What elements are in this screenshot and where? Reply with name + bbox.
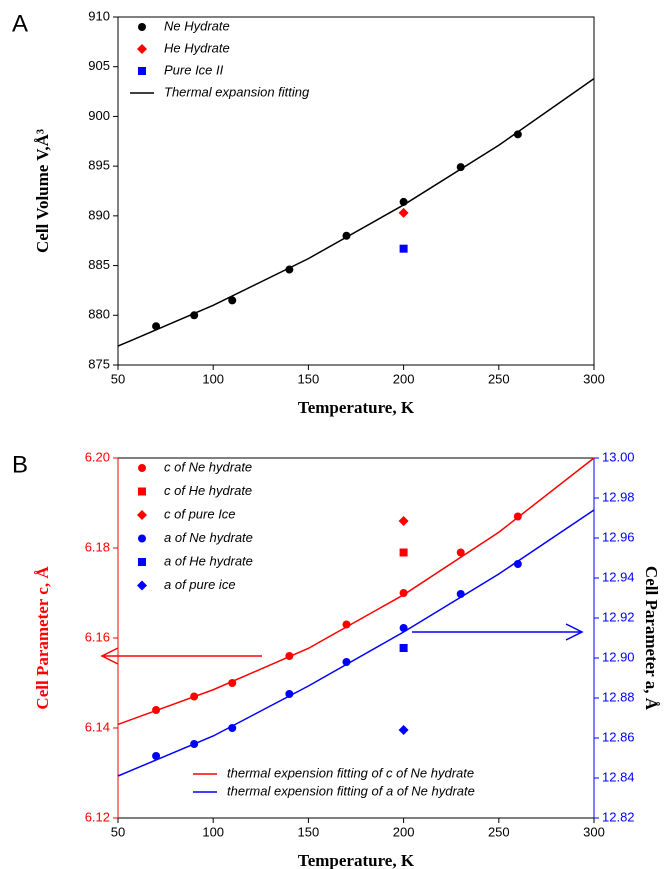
y2-tick-label: 12.88	[602, 689, 635, 704]
x-tick-label: 100	[202, 371, 224, 386]
point	[399, 589, 408, 597]
legend-label: Thermal expansion fitting	[164, 84, 310, 99]
legend-swatch	[137, 510, 147, 520]
point	[399, 244, 408, 253]
legend-label: thermal expension fitting of a of Ne hyd…	[227, 783, 475, 798]
x-axis-label: Temperature, K	[298, 398, 415, 417]
legend-swatch	[138, 558, 146, 566]
legend-label: c of He hydrate	[164, 483, 252, 498]
panel-label: A	[12, 10, 28, 37]
legend-label: a of He hydrate	[164, 553, 253, 568]
point	[152, 752, 161, 760]
arrows	[100, 623, 584, 665]
panel-label: B	[12, 451, 28, 478]
point	[399, 644, 408, 652]
legend-label: c of Ne hydrate	[164, 459, 252, 474]
legend-label: He Hydrate	[164, 40, 230, 55]
point	[456, 163, 465, 172]
x-tick-label: 200	[393, 371, 415, 386]
legend-label: thermal expension fitting of c of Ne hyd…	[227, 765, 474, 780]
point	[456, 548, 465, 557]
legend-label: a of Ne hydrate	[164, 530, 253, 545]
point	[398, 725, 409, 735]
y2-axis-label: Cell Parameter a, Å	[642, 566, 661, 711]
x-tick-label: 150	[298, 371, 320, 386]
point	[398, 516, 409, 526]
point	[228, 296, 237, 305]
y-tick-label: 900	[88, 108, 110, 123]
y-tick-label: 890	[88, 207, 110, 222]
x-tick-label: 100	[202, 824, 224, 839]
y-tick-label: 880	[88, 307, 110, 322]
y-tick-label: 6.18	[85, 539, 110, 554]
legend-swatch	[138, 23, 146, 31]
y2-tick-label: 12.90	[602, 649, 635, 664]
x-tick-label: 250	[488, 824, 510, 839]
fit-line	[117, 457, 595, 726]
y-tick-label: 885	[88, 257, 110, 272]
y2-tick-label: 12.84	[602, 769, 635, 784]
legend-label: a of pure ice	[164, 577, 236, 592]
legend-label: c of pure Ice	[164, 506, 236, 521]
legend-swatch	[138, 534, 146, 543]
legend-swatch	[137, 44, 147, 54]
y-tick-label: 6.16	[85, 629, 110, 644]
legend-label: Ne Hydrate	[164, 18, 230, 33]
x-tick-label: 150	[298, 824, 320, 839]
x-axis-label: Temperature, K	[298, 851, 415, 869]
x-tick-label: 250	[488, 371, 510, 386]
x-tick-label: 300	[583, 371, 605, 386]
y2-tick-label: 12.94	[602, 569, 635, 584]
x-tick-label: 300	[583, 824, 605, 839]
x-tick-label: 50	[111, 824, 125, 839]
y-axis-label: Cell Volume V,Å³	[33, 129, 52, 253]
y2-tick-label: 12.92	[602, 609, 635, 624]
x-tick-label: 200	[393, 824, 415, 839]
legend-label: Pure Ice II	[164, 62, 224, 77]
y2-tick-label: 12.82	[602, 809, 635, 824]
legend-swatch	[137, 580, 147, 591]
fit-line	[117, 78, 595, 347]
red-arrowhead	[100, 647, 119, 665]
y-tick-label: 905	[88, 58, 110, 73]
fit-line	[117, 509, 595, 777]
y-tick-label: 895	[88, 158, 110, 173]
y2-tick-label: 12.96	[602, 529, 635, 544]
y-tick-label: 910	[88, 8, 110, 23]
legend-swatch	[138, 67, 146, 75]
legend-swatch	[138, 464, 146, 472]
y-tick-label: 6.12	[85, 809, 110, 824]
x-tick-label: 50	[111, 371, 125, 386]
point	[228, 724, 237, 732]
y-axis-label: Cell Parameter c, Å	[33, 566, 52, 710]
y-tick-label: 6.20	[85, 449, 110, 464]
y-tick-label: 875	[88, 356, 110, 371]
point	[513, 130, 522, 139]
y2-tick-label: 13.00	[602, 449, 635, 464]
point	[399, 548, 408, 557]
y-tick-label: 6.14	[85, 719, 110, 734]
point	[285, 690, 294, 698]
legend-swatch	[138, 487, 146, 496]
point	[398, 207, 409, 218]
blue-arrowhead	[565, 623, 584, 641]
y2-tick-label: 12.86	[602, 729, 635, 744]
y2-tick-label: 12.98	[602, 489, 635, 504]
